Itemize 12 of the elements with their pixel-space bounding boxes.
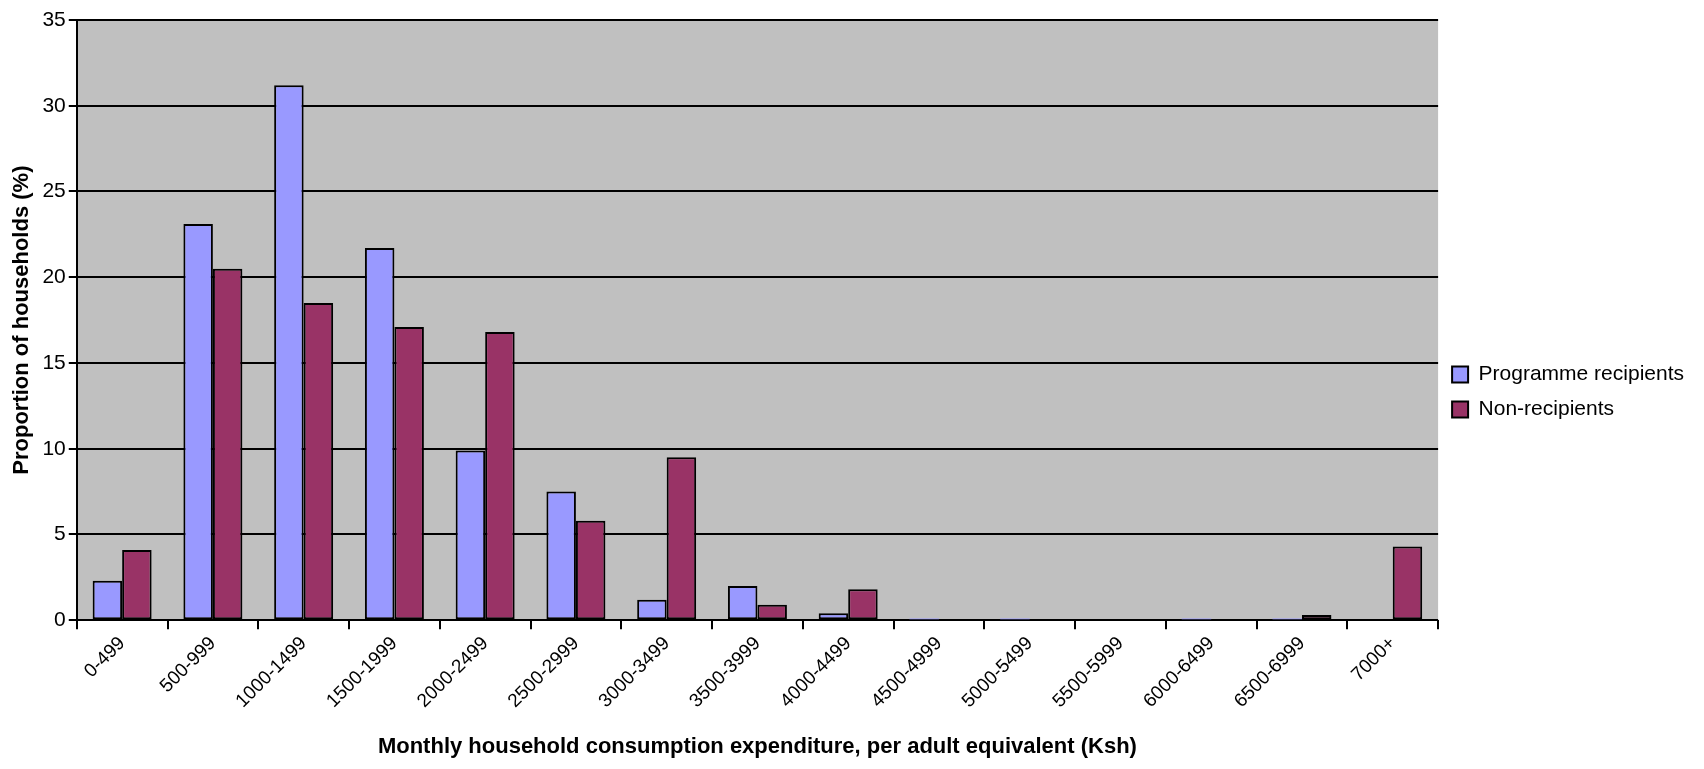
y-tick-label: 30 — [42, 92, 66, 116]
y-tick-label: 25 — [42, 178, 66, 202]
legend-label: Non-recipients — [1478, 396, 1614, 420]
legend-label: Programme recipients — [1478, 361, 1684, 385]
y-tick-label: 20 — [42, 264, 66, 288]
y-tick-label: 35 — [42, 6, 66, 30]
y-tick-label: 5 — [54, 521, 66, 545]
y-axis-title: Proportion of households (%) — [8, 165, 34, 475]
y-tick-label: 15 — [42, 349, 66, 373]
x-axis-title: Monthly household consumption expenditure, per adult equivalent (Ksh) — [377, 732, 1137, 758]
y-tick-label: 0 — [54, 607, 66, 631]
y-tick-label: 10 — [42, 435, 66, 459]
